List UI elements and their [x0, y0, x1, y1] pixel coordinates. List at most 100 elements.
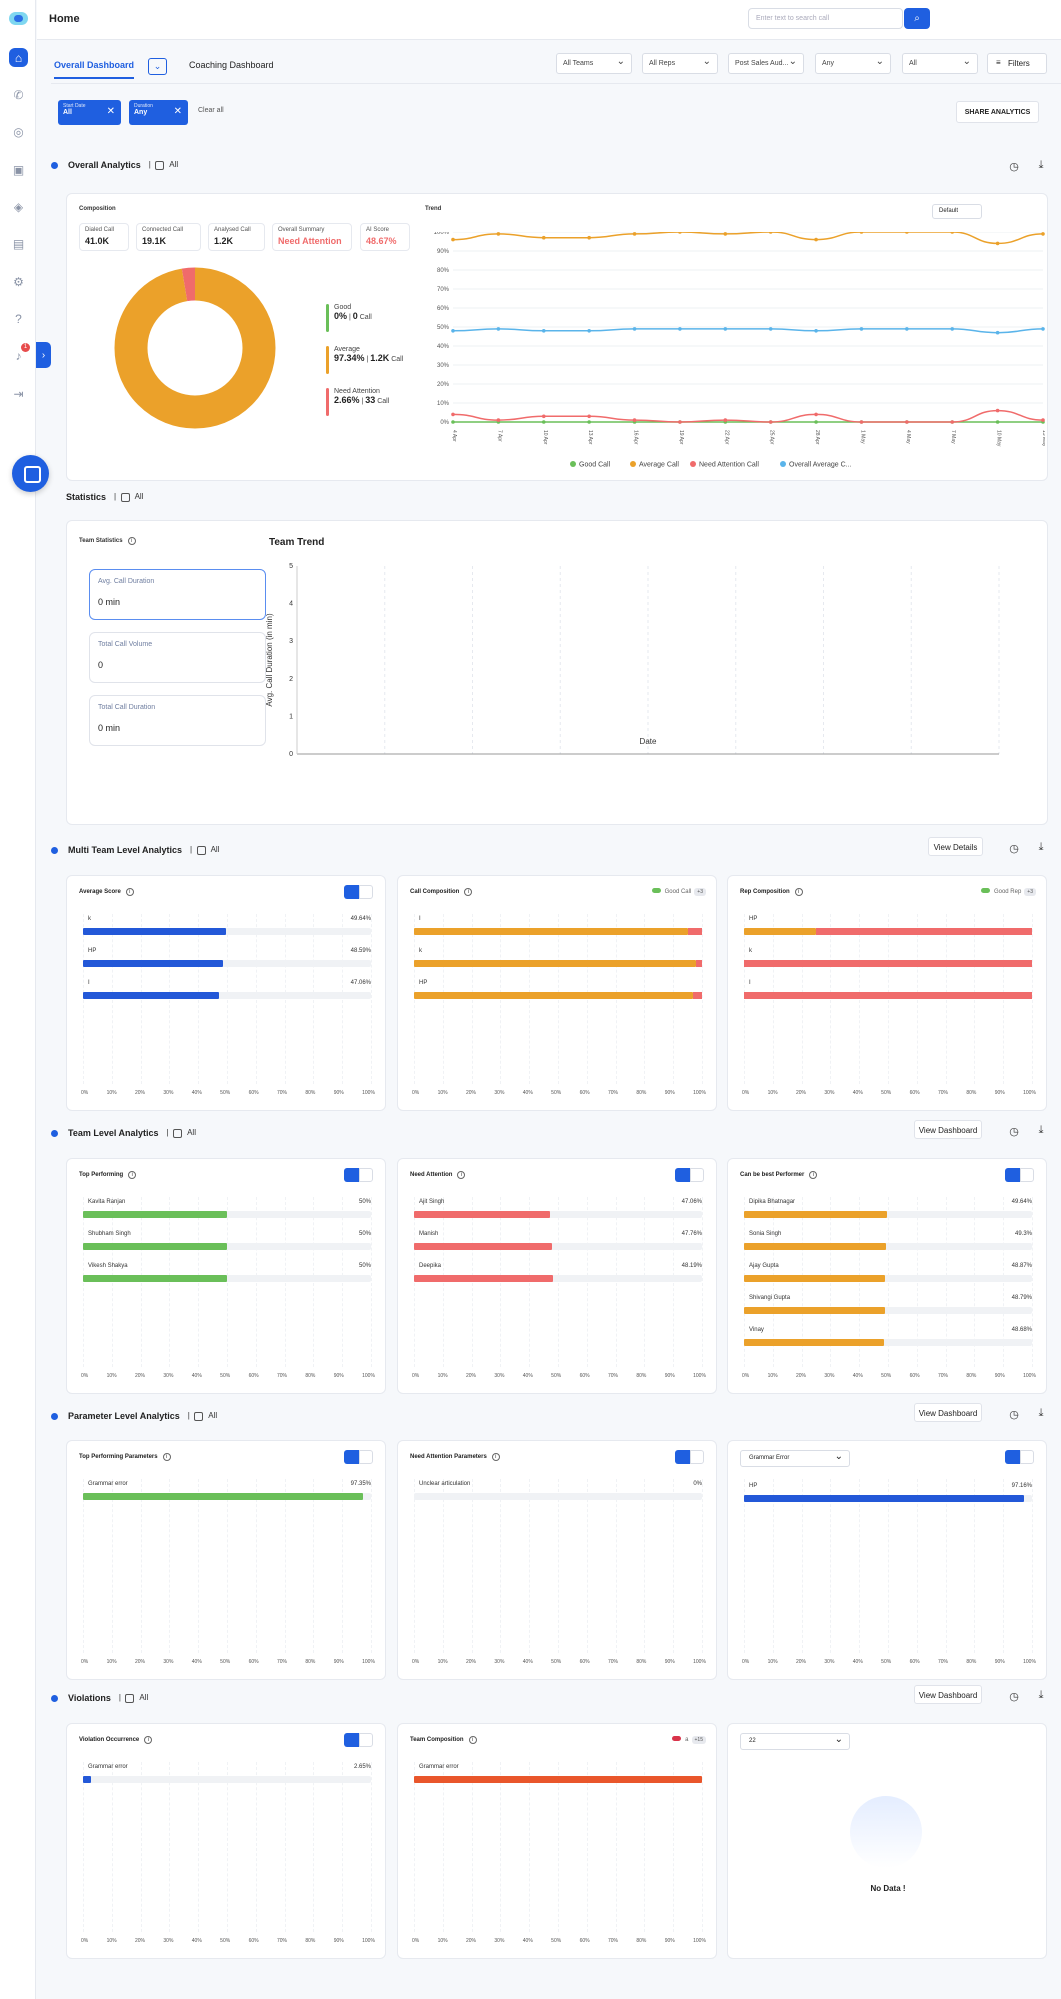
- info-icon[interactable]: i: [125, 888, 134, 896]
- info-icon[interactable]: i: [794, 888, 803, 896]
- list-view-icon[interactable]: [344, 1450, 359, 1464]
- info-icon[interactable]: i: [144, 1736, 153, 1744]
- legend-unit: Call: [391, 356, 404, 363]
- schedule-icon[interactable]: ◷: [1009, 843, 1019, 855]
- filters-button[interactable]: ≡ Filters: [987, 53, 1047, 74]
- chart-view-icon[interactable]: [359, 1450, 373, 1464]
- help-icon[interactable]: ?: [15, 311, 22, 326]
- layers-icon[interactable]: ◈: [13, 199, 24, 214]
- search-input[interactable]: Enter text to search call: [748, 8, 903, 29]
- duration-chip[interactable]: Duration Any ✕: [129, 100, 188, 125]
- view-dashboard-button[interactable]: View Dashboard: [914, 1120, 982, 1139]
- card-select[interactable]: 22: [740, 1733, 850, 1750]
- download-icon[interactable]: ⤓: [1038, 841, 1044, 853]
- bar-row: Dipika Bhatnagar 49.64%: [744, 1199, 1032, 1219]
- list-view-icon[interactable]: [675, 1168, 690, 1182]
- any-dropdown[interactable]: Any: [815, 53, 891, 74]
- sidebar-expand-button[interactable]: ›: [36, 342, 51, 368]
- logout-icon[interactable]: ⇥: [13, 386, 24, 401]
- x-tick-label: 0%: [742, 1373, 750, 1379]
- contact-card-icon[interactable]: ▣: [12, 162, 25, 177]
- more-legend-badge[interactable]: +3: [694, 888, 706, 896]
- bell-icon[interactable]: ♪: [15, 348, 22, 363]
- chart-view-toggle[interactable]: [344, 1168, 373, 1182]
- info-icon[interactable]: i: [127, 537, 136, 545]
- info-icon[interactable]: i: [809, 1171, 818, 1179]
- info-icon[interactable]: i: [162, 1453, 171, 1461]
- chart-view-toggle[interactable]: [344, 885, 373, 899]
- trend-mode-select[interactable]: Default: [932, 204, 982, 219]
- download-icon[interactable]: ⤓: [1038, 1407, 1044, 1419]
- teams-dropdown[interactable]: All Teams: [556, 53, 632, 74]
- chart-view-toggle[interactable]: [675, 1168, 704, 1182]
- clear-all-link[interactable]: Clear all: [198, 107, 224, 114]
- user-icon[interactable]: ◎: [13, 124, 24, 139]
- info-icon[interactable]: i: [491, 1453, 500, 1461]
- phone-icon[interactable]: ✆: [13, 87, 24, 102]
- more-legend-badge[interactable]: +15: [691, 1736, 706, 1744]
- home-icon[interactable]: ⌂: [9, 48, 28, 67]
- chart-view-icon[interactable]: [690, 1450, 704, 1464]
- list-view-icon[interactable]: [344, 1168, 359, 1182]
- chart-view-icon[interactable]: [690, 1168, 704, 1182]
- chat-support-button[interactable]: [12, 455, 49, 492]
- close-icon[interactable]: ✕: [173, 106, 182, 117]
- grid-line: [916, 1197, 918, 1367]
- download-icon[interactable]: ⤓: [1038, 1689, 1044, 1701]
- view-details-button[interactable]: View Details: [928, 837, 983, 856]
- more-legend-badge[interactable]: +3: [1024, 888, 1036, 896]
- start-date-chip[interactable]: Start Date All ✕: [58, 100, 121, 125]
- chart-view-icon[interactable]: [359, 1733, 373, 1747]
- list-view-icon[interactable]: [675, 1450, 690, 1464]
- dashboard-tabs: Overall Dashboard ⌄ Coaching Dashboard A…: [51, 40, 1061, 84]
- list-view-icon[interactable]: [344, 885, 359, 899]
- info-icon[interactable]: i: [468, 1736, 477, 1744]
- x-tick-label: 60%: [579, 1938, 590, 1944]
- schedule-icon[interactable]: ◷: [1009, 1409, 1019, 1421]
- chart-view-icon[interactable]: [1020, 1168, 1034, 1182]
- chart-title-text: Violation Occurrence: [79, 1737, 140, 1743]
- search-button[interactable]: ⌕: [904, 8, 930, 29]
- info-icon[interactable]: i: [128, 1171, 137, 1179]
- schedule-icon[interactable]: ◷: [1009, 1691, 1019, 1703]
- info-icon[interactable]: i: [464, 888, 473, 896]
- x-tick-label: 50%: [551, 1938, 562, 1944]
- chart-view-toggle[interactable]: [344, 1450, 373, 1464]
- series-line: [452, 409, 1044, 423]
- view-dashboard-button[interactable]: View Dashboard: [914, 1685, 982, 1704]
- tab-coaching-dashboard[interactable]: Coaching Dashboard: [189, 60, 274, 70]
- view-dashboard-button[interactable]: View Dashboard: [914, 1403, 982, 1422]
- chart-view-icon[interactable]: [359, 1168, 373, 1182]
- settings-icon[interactable]: ⚙: [13, 274, 24, 289]
- share-analytics-button[interactable]: SHARE ANALYTICS: [956, 101, 1039, 123]
- audit-dropdown[interactable]: Post Sales Aud...: [728, 53, 804, 74]
- all-dropdown[interactable]: All: [902, 53, 978, 74]
- chart-view-toggle[interactable]: [1005, 1168, 1034, 1182]
- list-view-icon[interactable]: [1005, 1450, 1020, 1464]
- card-select[interactable]: Grammar Error: [740, 1450, 850, 1467]
- chart-view-toggle[interactable]: [1005, 1450, 1034, 1464]
- chart-view-icon[interactable]: [1020, 1450, 1034, 1464]
- stat-total-call-volume[interactable]: Total Call Volume 0: [89, 632, 266, 683]
- chart-view-toggle[interactable]: [344, 1733, 373, 1747]
- reps-dropdown[interactable]: All Reps: [642, 53, 718, 74]
- info-icon[interactable]: i: [457, 1171, 466, 1179]
- chart-view-toggle[interactable]: [675, 1450, 704, 1464]
- close-icon[interactable]: ✕: [106, 106, 115, 117]
- dashboard-switch-dropdown[interactable]: ⌄: [148, 58, 167, 75]
- list-view-icon[interactable]: [1005, 1168, 1020, 1182]
- document-icon[interactable]: ▤: [12, 236, 25, 251]
- tab-overall-dashboard[interactable]: Overall Dashboard: [54, 60, 135, 79]
- legend-label: Overall Average C...: [789, 462, 852, 469]
- schedule-icon[interactable]: ◷: [1009, 161, 1019, 173]
- x-tick-label: 30%: [824, 1090, 835, 1096]
- download-icon[interactable]: ⤓: [1038, 1124, 1044, 1136]
- grid-line: [586, 1479, 588, 1653]
- schedule-icon[interactable]: ◷: [1009, 1126, 1019, 1138]
- stat-total-call-duration[interactable]: Total Call Duration 0 min: [89, 695, 266, 746]
- list-view-icon[interactable]: [344, 1733, 359, 1747]
- chart-view-icon[interactable]: [359, 885, 373, 899]
- download-icon[interactable]: ⤓: [1038, 159, 1044, 171]
- data-point: [1041, 232, 1045, 236]
- stat-avg-call-duration[interactable]: Avg. Call Duration 0 min: [89, 569, 266, 620]
